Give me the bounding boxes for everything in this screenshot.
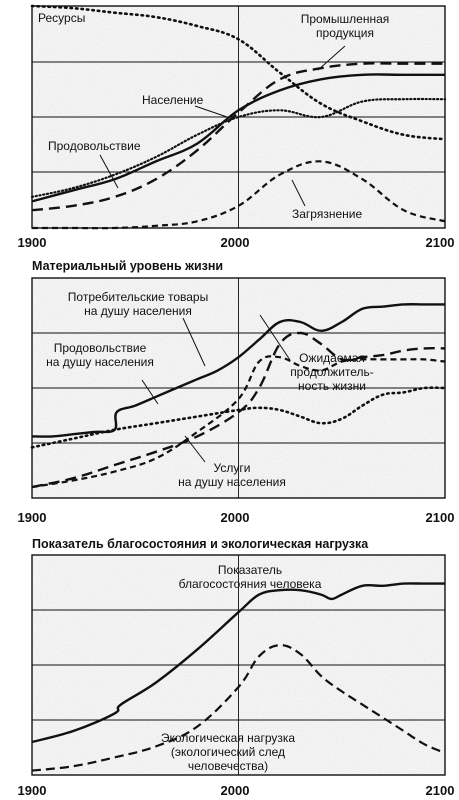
series-line xyxy=(31,62,446,212)
series-line xyxy=(31,73,445,203)
leader-line xyxy=(317,45,346,71)
panel-1-x-ticks: 1900 2000 2100 xyxy=(18,235,455,250)
panel-3: Показатель благосостояния и экологическа… xyxy=(18,537,455,798)
x-tick-label: 2100 xyxy=(426,783,455,798)
series-label-food-per-capita: Продовольствие на душу населения xyxy=(46,341,154,369)
panel-2: Материальный уровень жизни 1900 2000 210… xyxy=(18,259,455,525)
leader-line xyxy=(99,154,119,189)
series-line xyxy=(31,582,445,744)
series-label-population: Население xyxy=(142,93,204,107)
panel-1: 1900 2000 2100 Ресурсы Промышленная проду… xyxy=(18,4,455,250)
x-tick-label: 1900 xyxy=(18,235,47,250)
panel-2-series xyxy=(30,303,447,489)
panel-3-annotations: Показатель благосостояния человека Эколог… xyxy=(161,563,322,773)
series-line xyxy=(31,355,446,489)
panel-2-title: Материальный уровень жизни xyxy=(32,259,223,273)
panel-3-title: Показатель благосостояния и экологическа… xyxy=(32,537,369,551)
x-tick-label: 2000 xyxy=(221,510,250,525)
panel-3-x-ticks: 1900 2000 2100 xyxy=(18,783,455,798)
series-line xyxy=(30,4,447,141)
x-tick-label: 1900 xyxy=(18,783,47,798)
series-line xyxy=(31,331,446,489)
series-line xyxy=(30,97,447,198)
panel-3-frame xyxy=(31,554,446,776)
series-label-consumer-goods: Потребительские товары на душу населения xyxy=(68,290,208,318)
panel-2-frame xyxy=(31,277,446,499)
x-tick-label: 2000 xyxy=(221,783,250,798)
series-label-ecological-load: Экологическая нагрузка (экологический сле… xyxy=(161,731,295,773)
series-label-industrial-output: Промышленная продукция xyxy=(301,12,390,40)
panel-1-frame xyxy=(31,5,446,229)
leader-line xyxy=(259,314,291,361)
x-tick-label: 2100 xyxy=(426,235,455,250)
series-label-resources: Ресурсы xyxy=(38,11,85,25)
panel-3-series xyxy=(31,582,446,772)
x-tick-label: 2100 xyxy=(426,510,455,525)
leader-line xyxy=(194,105,231,119)
series-label-food: Продовольствие xyxy=(48,139,141,153)
leader-line xyxy=(184,435,206,463)
series-label-pollution: Загрязнение xyxy=(292,207,362,221)
series-label-services: Услуги на душу населения xyxy=(178,461,286,489)
leader-line xyxy=(141,379,159,405)
series-line xyxy=(30,386,447,449)
panel-2-annotations: Потребительские товары на душу населения … xyxy=(46,290,374,489)
x-tick-label: 2000 xyxy=(221,235,250,250)
series-label-life-expectancy: Ожидаемая продолжитель-ность жизни xyxy=(290,351,374,393)
leader-line xyxy=(182,317,206,367)
leader-line xyxy=(291,179,306,207)
series-line xyxy=(31,303,445,438)
panel-1-annotations: Ресурсы Промышленная продукция Население … xyxy=(38,11,389,221)
series-line xyxy=(31,644,446,772)
series-label-wellbeing: Показатель благосостояния человека xyxy=(179,563,322,591)
panel-2-grid xyxy=(32,278,445,498)
x-tick-label: 1900 xyxy=(18,510,47,525)
panel-2-x-ticks: 1900 2000 2100 xyxy=(18,510,455,525)
